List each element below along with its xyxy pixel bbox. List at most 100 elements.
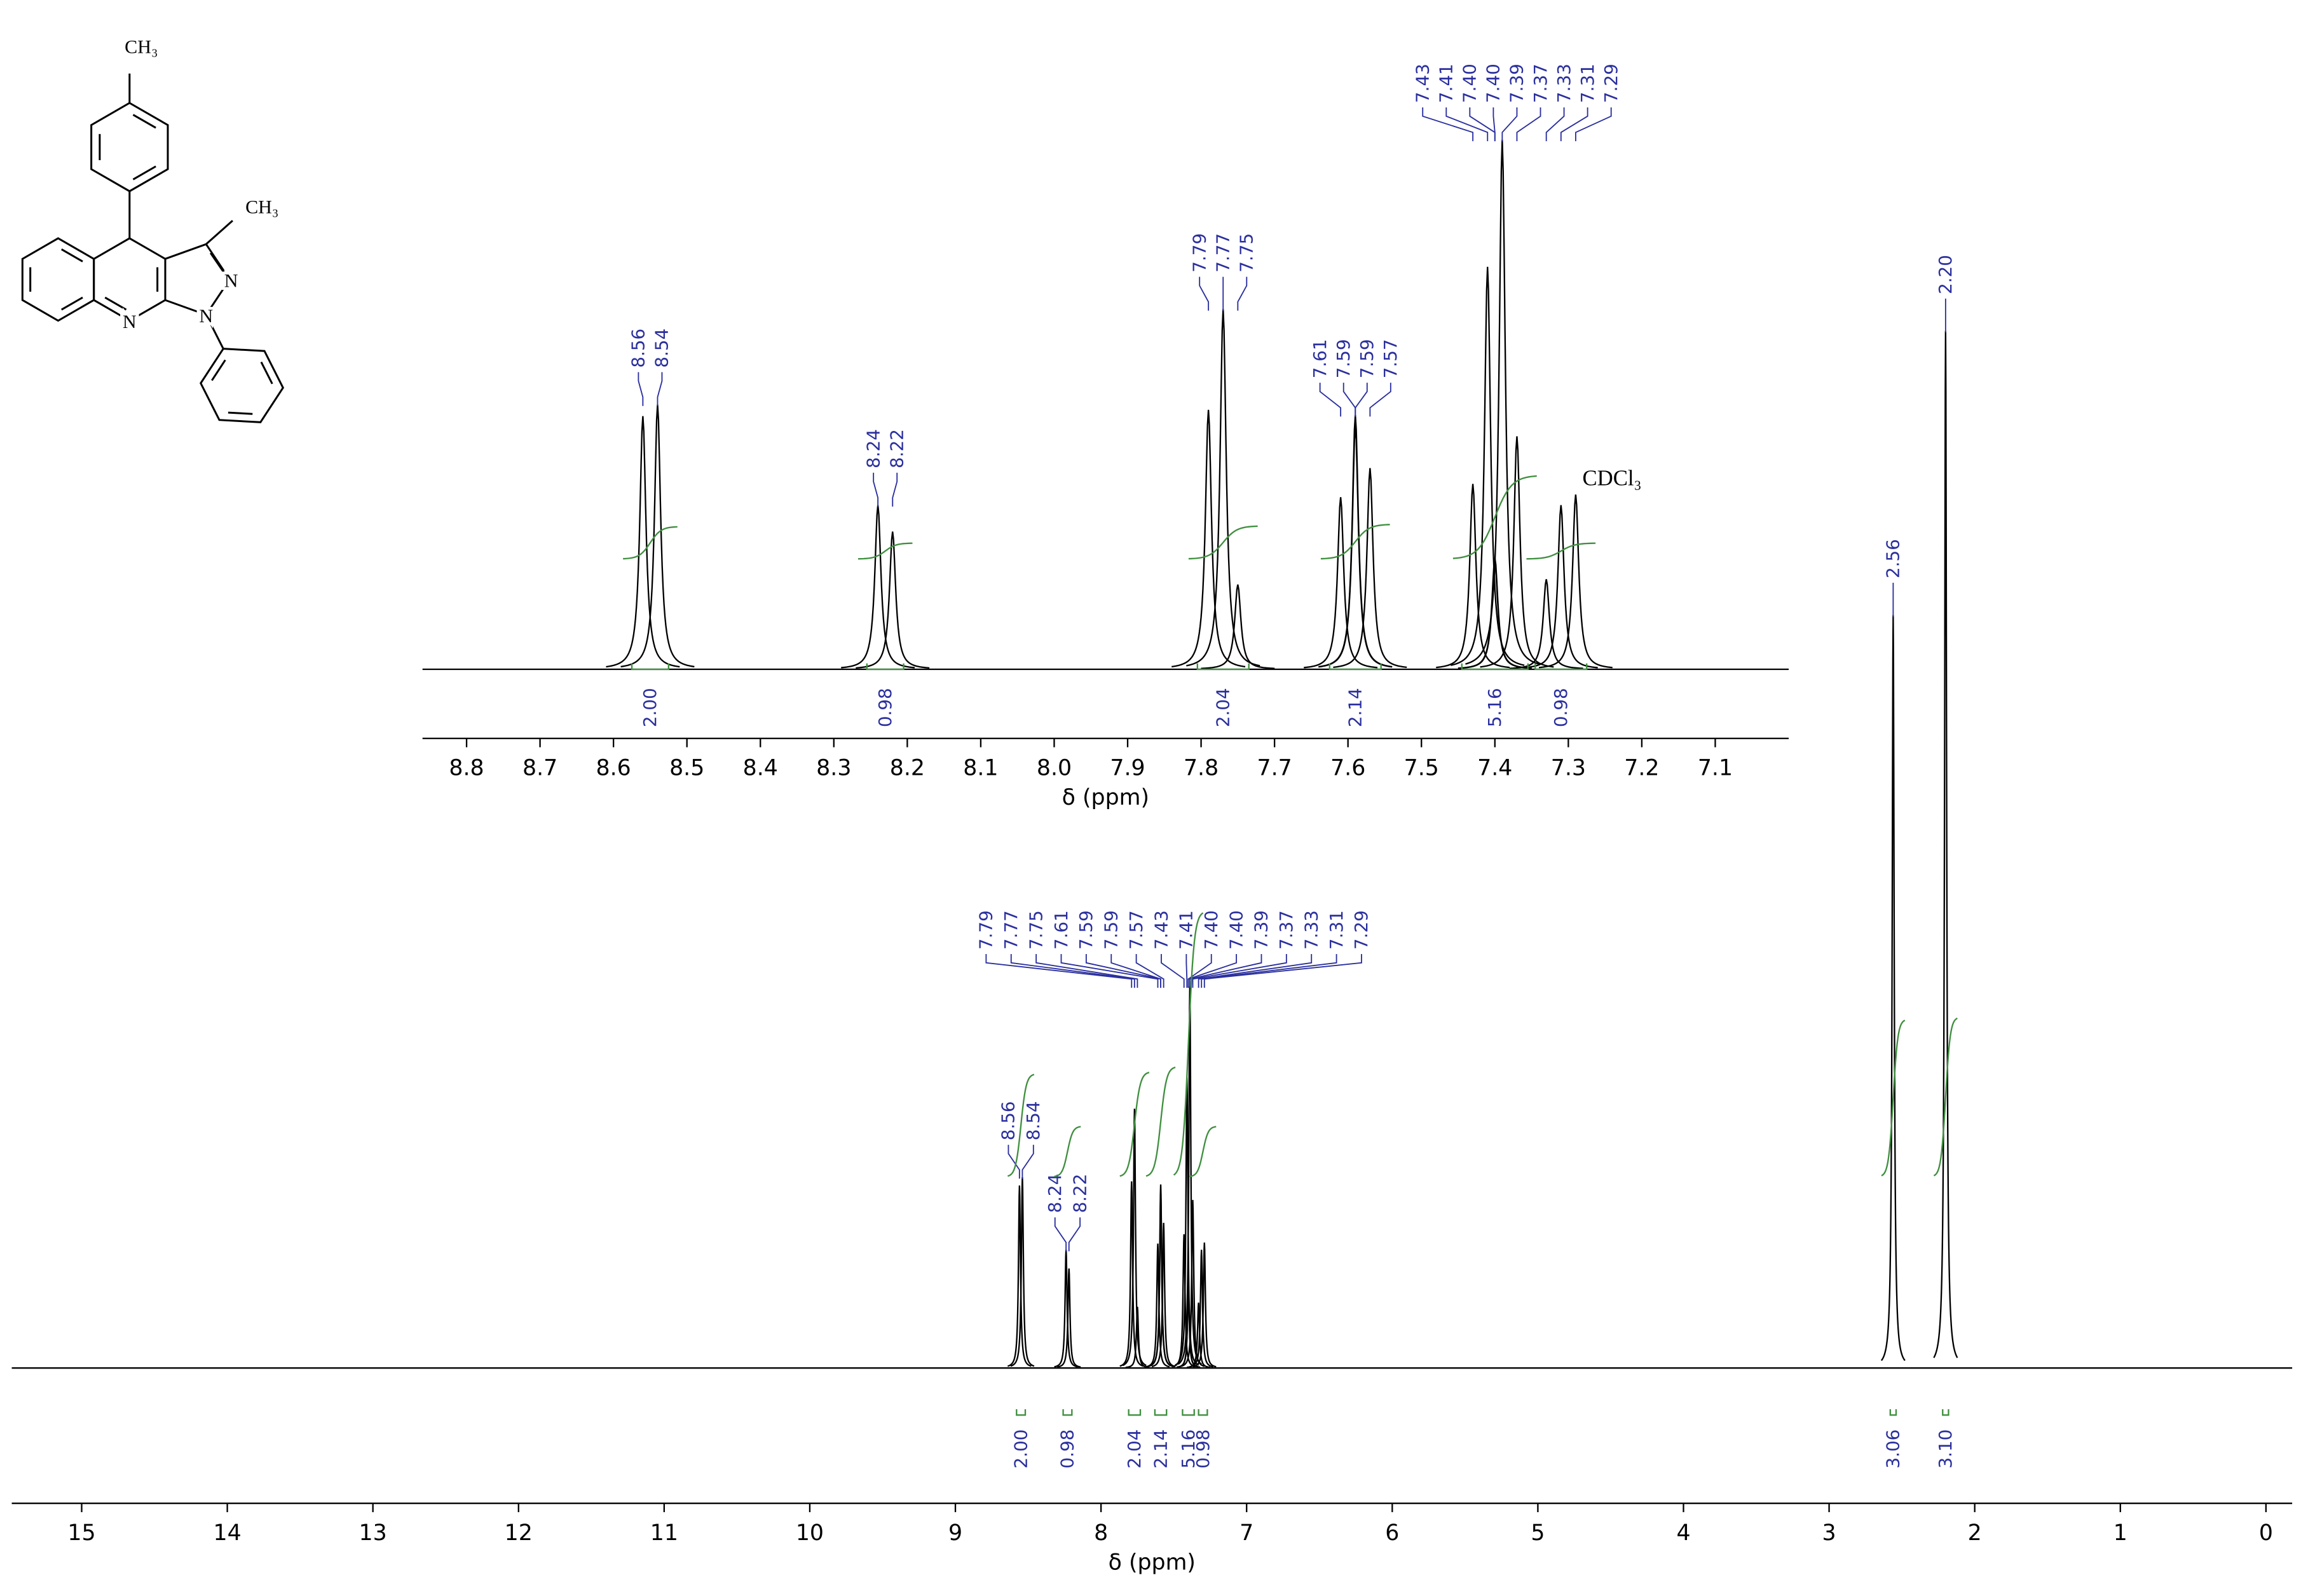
peak-leader bbox=[1203, 953, 1362, 988]
peak-label: 7.40 bbox=[1201, 910, 1222, 950]
integral-curve bbox=[1119, 1072, 1150, 1177]
integral-range bbox=[866, 663, 905, 671]
x-tick-label: 4 bbox=[1676, 1520, 1690, 1546]
x-tick-label: 8 bbox=[1094, 1520, 1108, 1546]
peak-leader bbox=[1007, 1145, 1020, 1179]
bond bbox=[205, 278, 231, 316]
x-tick-label: 7.5 bbox=[1404, 756, 1439, 781]
peak bbox=[841, 505, 915, 669]
peak-label: 7.31 bbox=[1577, 64, 1598, 103]
integral-range bbox=[1534, 663, 1588, 671]
integral-label: 0.98 bbox=[1192, 1429, 1213, 1469]
x-tick-label: 11 bbox=[650, 1520, 678, 1546]
peak-label: 7.43 bbox=[1150, 910, 1171, 950]
peak-leader bbox=[1021, 1145, 1034, 1179]
peak bbox=[1189, 1250, 1213, 1368]
integral-range bbox=[1461, 663, 1529, 671]
peak bbox=[1538, 494, 1613, 669]
peak-label: 7.61 bbox=[1051, 910, 1072, 950]
peak-leader bbox=[1237, 276, 1248, 311]
integral-curve bbox=[1054, 1126, 1081, 1178]
peak-leader bbox=[892, 472, 898, 507]
peak-label: 7.40 bbox=[1226, 910, 1246, 950]
x-tick-label: 8.7 bbox=[522, 756, 557, 781]
integral-label: 2.14 bbox=[1344, 688, 1365, 727]
ring bbox=[93, 237, 167, 322]
peak-label: 2.20 bbox=[1935, 255, 1956, 294]
peak-leader bbox=[1342, 383, 1356, 417]
bond bbox=[104, 296, 127, 311]
x-tick-label: 10 bbox=[796, 1520, 824, 1546]
peak-label: 7.79 bbox=[976, 910, 997, 950]
integral-label: 0.98 bbox=[1550, 688, 1571, 727]
peak-leader bbox=[985, 953, 1133, 988]
integral-range bbox=[1154, 1409, 1168, 1416]
integral-curve bbox=[1526, 542, 1596, 560]
integral-curve bbox=[1933, 1017, 1958, 1177]
x-tick-label: 2 bbox=[1968, 1520, 1982, 1546]
bonds bbox=[21, 73, 285, 423]
peak-leader bbox=[1110, 953, 1161, 988]
x-tick-label: 0 bbox=[2259, 1520, 2273, 1546]
integral-range bbox=[1942, 1409, 1949, 1416]
peak-label: 7.59 bbox=[1333, 339, 1354, 378]
peak bbox=[1192, 1242, 1217, 1368]
bond bbox=[211, 359, 226, 381]
x-tick-label: 7.3 bbox=[1551, 756, 1586, 781]
integral-curve bbox=[1007, 1074, 1035, 1177]
peak-leader bbox=[1445, 107, 1489, 142]
peak bbox=[1171, 409, 1246, 668]
peak-leader bbox=[1560, 107, 1588, 142]
bond bbox=[132, 165, 156, 181]
integral-label: 2.00 bbox=[1010, 1429, 1031, 1469]
peak bbox=[1880, 615, 1906, 1361]
peak-label: 7.77 bbox=[1213, 233, 1234, 273]
peak-label: 7.57 bbox=[1126, 910, 1147, 950]
peak-label: 7.37 bbox=[1530, 64, 1551, 103]
nitrogen-label: N bbox=[123, 311, 137, 332]
peak-label: 2.56 bbox=[1883, 539, 1904, 578]
peak-label: 7.59 bbox=[1356, 339, 1377, 378]
peak-label: 7.41 bbox=[1176, 910, 1197, 950]
peak bbox=[1122, 1108, 1147, 1367]
peak-leader bbox=[1135, 953, 1164, 988]
x-tick-label: 5 bbox=[1531, 1520, 1545, 1546]
peak-label: 7.40 bbox=[1459, 64, 1480, 103]
integral-curve bbox=[1188, 525, 1258, 560]
x-tick-label: 13 bbox=[359, 1520, 387, 1546]
peak-leader bbox=[1192, 953, 1287, 988]
peak bbox=[1333, 468, 1407, 669]
peak-label: 7.79 bbox=[1189, 233, 1210, 273]
bond bbox=[132, 114, 156, 129]
bond bbox=[260, 361, 273, 385]
peak bbox=[1176, 1291, 1201, 1368]
peak bbox=[1933, 331, 1958, 1358]
peak-leader bbox=[1199, 276, 1210, 311]
x-tick-label: 14 bbox=[213, 1520, 241, 1546]
integral-curve bbox=[1145, 1067, 1176, 1177]
integral-range bbox=[1182, 1409, 1195, 1416]
integral-label: 2.14 bbox=[1150, 1429, 1171, 1469]
peak-leader bbox=[1161, 953, 1185, 988]
integral-label: 3.06 bbox=[1883, 1429, 1904, 1469]
peak-label: 7.37 bbox=[1276, 910, 1297, 950]
peak-leader bbox=[1469, 107, 1496, 142]
peak-label: 7.29 bbox=[1351, 910, 1372, 950]
peak-leader bbox=[1369, 383, 1391, 417]
peak-leader bbox=[1516, 107, 1541, 142]
peak-label: 7.31 bbox=[1326, 910, 1347, 950]
peak bbox=[1524, 505, 1598, 669]
peak bbox=[1007, 1185, 1032, 1367]
integral-label: 2.04 bbox=[1124, 1429, 1145, 1469]
bond bbox=[209, 252, 228, 277]
peak-leader bbox=[873, 472, 879, 507]
peak-leader bbox=[1319, 383, 1342, 417]
peak-label: 7.75 bbox=[1025, 910, 1046, 950]
peak-leader bbox=[1054, 1217, 1067, 1252]
peak bbox=[1186, 309, 1260, 667]
x-tick-label: 15 bbox=[67, 1520, 95, 1546]
x-tick-label: 7.8 bbox=[1184, 756, 1219, 781]
solvent-annotation: CDCl₃ bbox=[1582, 466, 1641, 491]
